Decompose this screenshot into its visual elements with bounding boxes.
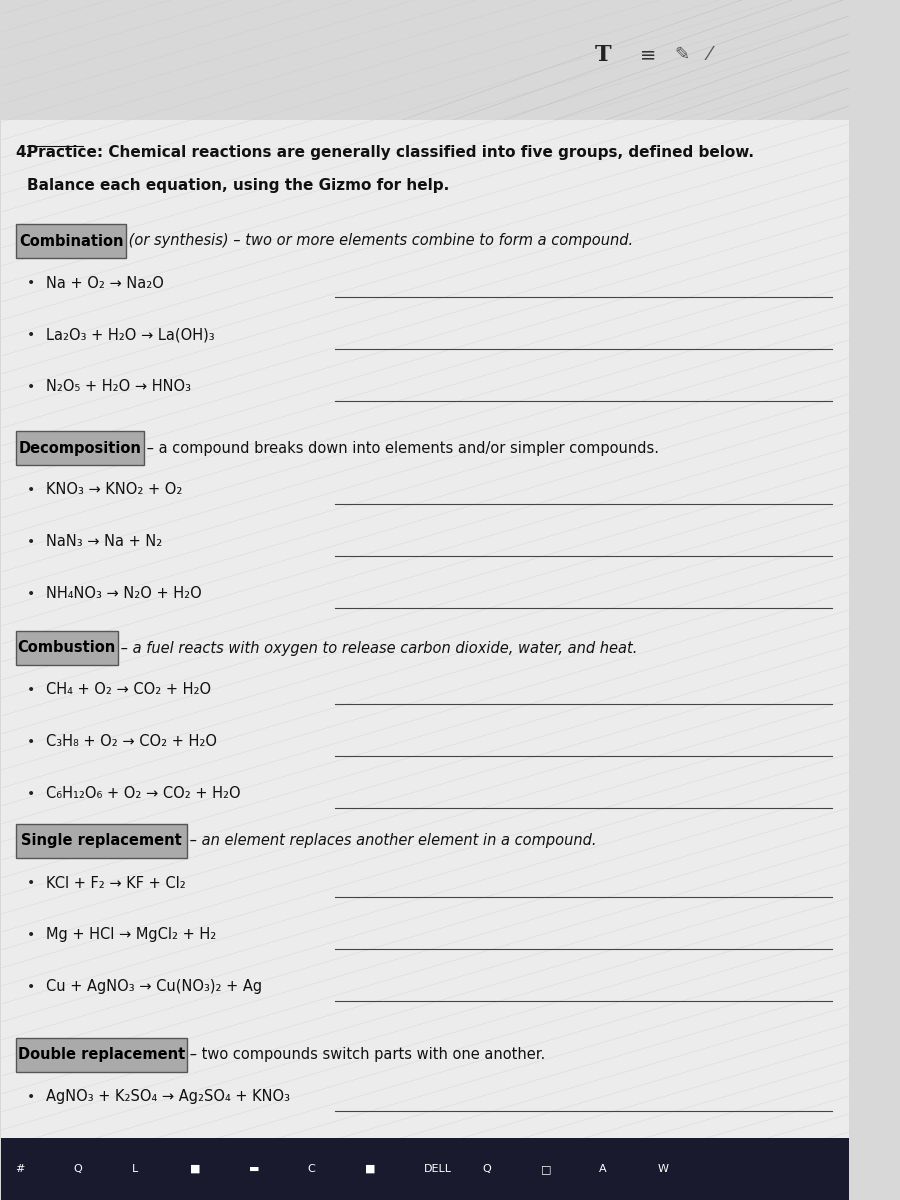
- Text: NaN₃ → Na + N₂: NaN₃ → Na + N₂: [46, 534, 162, 550]
- Text: C: C: [307, 1164, 315, 1174]
- Text: •: •: [27, 787, 35, 802]
- Text: •: •: [27, 328, 35, 342]
- Text: •: •: [27, 928, 35, 942]
- Text: Na + O₂ → Na₂O: Na + O₂ → Na₂O: [46, 276, 164, 290]
- Text: Decomposition: Decomposition: [18, 440, 141, 456]
- Text: •: •: [27, 980, 35, 994]
- Text: Single replacement: Single replacement: [21, 834, 182, 848]
- Text: KNO₃ → KNO₂ + O₂: KNO₃ → KNO₂ + O₂: [46, 482, 183, 498]
- Text: W: W: [658, 1164, 669, 1174]
- FancyBboxPatch shape: [16, 824, 187, 858]
- Text: DELL: DELL: [424, 1164, 452, 1174]
- Text: •: •: [27, 1142, 35, 1156]
- Text: AgNO₃ + K₂SO₄ → Ag₂SO₄ + KNO₃: AgNO₃ + K₂SO₄ → Ag₂SO₄ + KNO₃: [46, 1090, 290, 1104]
- Text: Mg + HCl → MgCl₂ + H₂: Mg + HCl → MgCl₂ + H₂: [46, 928, 216, 942]
- Text: •: •: [27, 535, 35, 550]
- Text: ⁄: ⁄: [707, 46, 711, 65]
- Text: ■: ■: [190, 1164, 201, 1174]
- Text: – an element replaces another element in a compound.: – an element replaces another element in…: [185, 834, 597, 848]
- Text: C₃H₈ + O₂ → CO₂ + H₂O: C₃H₈ + O₂ → CO₂ + H₂O: [46, 734, 217, 750]
- Text: Double replacement: Double replacement: [18, 1048, 185, 1062]
- Text: •: •: [27, 734, 35, 749]
- Text: Cu + AgNO₃ → Cu(NO₃)₂ + Ag: Cu + AgNO₃ → Cu(NO₃)₂ + Ag: [46, 979, 262, 995]
- FancyBboxPatch shape: [1, 120, 849, 1200]
- Text: •: •: [27, 482, 35, 497]
- FancyBboxPatch shape: [16, 431, 144, 464]
- Text: NH₄NO₃ → N₂O + H₂O: NH₄NO₃ → N₂O + H₂O: [46, 587, 202, 601]
- Text: Ma(OH)₂ + HCl → MaCl₂ + H₂O: Ma(OH)₂ + HCl → MaCl₂ + H₂O: [46, 1141, 267, 1157]
- Text: T: T: [594, 44, 611, 66]
- Text: ■: ■: [365, 1164, 376, 1174]
- Text: – a compound breaks down into elements and/or simpler compounds.: – a compound breaks down into elements a…: [142, 440, 659, 456]
- Text: 4.: 4.: [15, 145, 32, 160]
- Text: KCl + F₂ → KF + Cl₂: KCl + F₂ → KF + Cl₂: [46, 876, 185, 890]
- Text: •: •: [27, 276, 35, 290]
- Text: •: •: [27, 587, 35, 601]
- Text: •: •: [27, 683, 35, 697]
- Text: N₂O₅ + H₂O → HNO₃: N₂O₅ + H₂O → HNO₃: [46, 379, 191, 395]
- Text: (or synthesis) – two or more elements combine to form a compound.: (or synthesis) – two or more elements co…: [124, 234, 634, 248]
- FancyBboxPatch shape: [16, 631, 118, 665]
- Text: Combustion: Combustion: [18, 641, 116, 655]
- Text: ▬: ▬: [248, 1164, 259, 1174]
- Text: •: •: [27, 1090, 35, 1104]
- Text: Balance each equation, using the Gizmo for help.: Balance each equation, using the Gizmo f…: [27, 178, 449, 193]
- FancyBboxPatch shape: [1, 1138, 849, 1200]
- Text: Q: Q: [482, 1164, 491, 1174]
- Text: L: L: [131, 1164, 138, 1174]
- Text: ≡: ≡: [640, 46, 656, 65]
- FancyBboxPatch shape: [16, 1038, 187, 1072]
- Text: La₂O₃ + H₂O → La(OH)₃: La₂O₃ + H₂O → La(OH)₃: [46, 328, 215, 342]
- Text: C₆H₁₂O₆ + O₂ → CO₂ + H₂O: C₆H₁₂O₆ + O₂ → CO₂ + H₂O: [46, 786, 240, 802]
- Text: Practice: Chemical reactions are generally classified into five groups, defined : Practice: Chemical reactions are general…: [27, 145, 754, 160]
- Text: •: •: [27, 380, 35, 394]
- Text: – two compounds switch parts with one another.: – two compounds switch parts with one an…: [185, 1048, 545, 1062]
- Text: – a fuel reacts with oxygen to release carbon dioxide, water, and heat.: – a fuel reacts with oxygen to release c…: [116, 641, 637, 655]
- Text: A: A: [599, 1164, 607, 1174]
- Text: #: #: [15, 1164, 24, 1174]
- Text: Combination: Combination: [19, 234, 123, 248]
- Text: □: □: [541, 1164, 551, 1174]
- FancyBboxPatch shape: [16, 224, 126, 258]
- Text: ✎: ✎: [674, 46, 689, 64]
- Text: CH₄ + O₂ → CO₂ + H₂O: CH₄ + O₂ → CO₂ + H₂O: [46, 683, 212, 697]
- Text: Q: Q: [74, 1164, 82, 1174]
- Text: •: •: [27, 876, 35, 890]
